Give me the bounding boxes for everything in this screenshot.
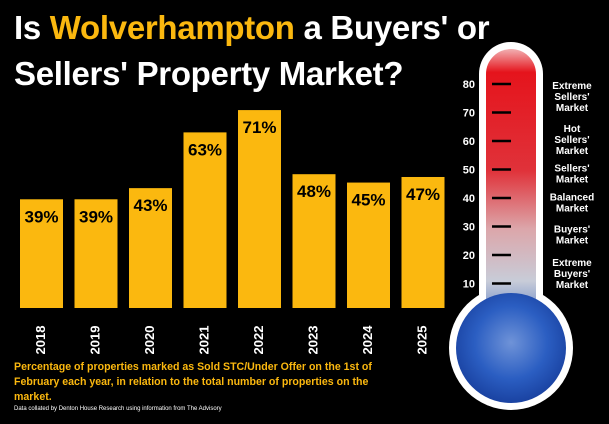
x-tick-label: 2019 — [87, 326, 102, 355]
thermometer-gauge: 80 70 60 50 40 30 20 10 Extreme Sellers' Market Hot… — [449, 42, 594, 410]
bar-value-label: 47% — [406, 185, 440, 204]
bar-value-label: 63% — [188, 140, 222, 159]
gauge-tick-label: 80 — [463, 79, 475, 91]
bar-2023 — [292, 174, 336, 308]
source-note: Data collated by Denton House Research u… — [14, 406, 222, 412]
gauge-tick-label: 60 — [463, 136, 475, 148]
thermometer-bulb — [456, 293, 566, 403]
x-tick-label: 2018 — [33, 326, 48, 355]
chart-caption: Percentage of properties marked as Sold … — [14, 361, 372, 403]
gauge-tick-label: 30 — [463, 222, 475, 234]
x-tick-label: 2021 — [196, 326, 211, 355]
gauge-zone-label: Extreme Sellers' Market — [552, 81, 592, 114]
gauge-zone-label: Hot Sellers' Market — [554, 124, 589, 157]
x-tick-label: 2022 — [251, 326, 266, 355]
bar-value-label: 39% — [24, 207, 58, 226]
bar-2021 — [183, 132, 227, 308]
gauge-zone-label: Sellers' Market — [554, 164, 589, 186]
title-town-highlight: Wolverhampton — [49, 9, 295, 46]
bar-2019 — [74, 199, 118, 308]
gauge-zone-label: Extreme Buyers' Market — [552, 258, 592, 291]
bar-value-label: 45% — [351, 191, 385, 210]
bar-2025 — [401, 176, 445, 308]
x-tick-label: 2025 — [414, 326, 429, 355]
x-tick-label: 2020 — [142, 326, 157, 355]
chart-title-line2: Sellers' Property Market? — [14, 55, 404, 92]
bar-value-label: 48% — [297, 182, 331, 201]
bar-2022 — [238, 110, 281, 309]
bar-series: 39% 2018 39% 2019 43% 2020 63% 2021 71% 2022 48% 20… — [20, 110, 445, 354]
chart-title-line1: Is Wolverhampton a Buyers' or — [14, 9, 490, 46]
x-tick-label: 2024 — [360, 325, 375, 355]
bar-2020 — [129, 188, 172, 308]
gauge-tick-label: 10 — [463, 279, 475, 291]
bar-value-label: 43% — [133, 196, 167, 215]
x-tick-label: 2023 — [305, 326, 320, 355]
gauge-zone-label: Balanced Market — [550, 193, 594, 215]
thermometer-tube — [486, 49, 536, 339]
bar-value-label: 71% — [242, 118, 276, 137]
gauge-tick-label: 20 — [463, 250, 475, 262]
gauge-tick-label: 40 — [463, 193, 475, 205]
bar-2024 — [347, 182, 390, 308]
bar-2018 — [20, 199, 63, 308]
gauge-tick-label: 70 — [463, 108, 475, 120]
gauge-tick-label: 50 — [463, 165, 475, 177]
gauge-zone-label: Buyers' Market — [554, 225, 590, 247]
bar-value-label: 39% — [79, 207, 113, 226]
